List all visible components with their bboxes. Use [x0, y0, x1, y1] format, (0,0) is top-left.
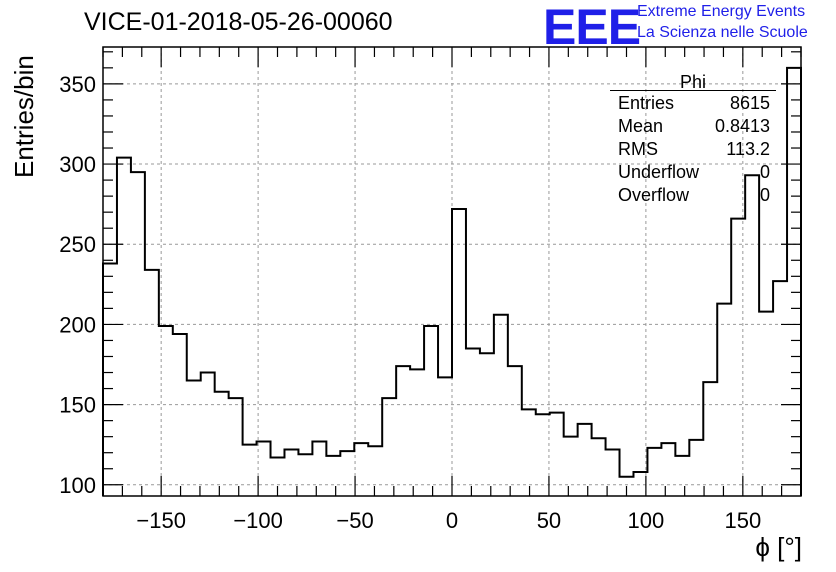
- stat-key: RMS: [618, 139, 658, 159]
- x-tick-label: −100: [233, 508, 283, 533]
- x-axis-ticks: −150 −100 −50 0 50 100 150: [102, 47, 802, 533]
- y-axis-ticks: 100 150 200 250 300 350: [59, 51, 801, 498]
- y-tick-label: 300: [59, 152, 96, 177]
- stat-key: Underflow: [618, 162, 700, 182]
- eee-logo: EEE: [543, 0, 641, 55]
- x-tick-label: −150: [136, 508, 186, 533]
- x-tick-label: −50: [336, 508, 373, 533]
- stat-key: Entries: [618, 93, 675, 113]
- y-tick-label: 100: [59, 473, 96, 498]
- stat-key: Overflow: [618, 185, 690, 205]
- y-tick-label: 250: [59, 232, 96, 257]
- y-tick-label: 350: [59, 72, 96, 97]
- x-tick-label: 0: [446, 508, 458, 533]
- brand-line-2: La Scienza nelle Scuole: [637, 24, 808, 41]
- stats-box-title: Phi: [679, 72, 706, 92]
- stat-key: Mean: [618, 116, 664, 136]
- stat-value: 0.8413: [714, 116, 770, 136]
- x-tick-label: 150: [724, 508, 761, 533]
- x-tick-label: 50: [537, 508, 561, 533]
- y-tick-label: 200: [59, 312, 96, 337]
- histogram-line: [102, 66, 802, 496]
- stats-box-rule: [610, 90, 776, 91]
- chart-title: VICE-01-2018-05-26-00060: [84, 8, 393, 36]
- x-axis-label: ϕ [°]: [755, 532, 802, 562]
- y-tick-label: 150: [59, 393, 96, 418]
- plot-frame: [102, 46, 802, 497]
- y-axis-label: Entries/bin: [9, 55, 39, 178]
- stat-value: 8615: [729, 93, 770, 113]
- brand-line-1: Extreme Energy Events: [637, 3, 806, 20]
- x-tick-label: 100: [628, 508, 665, 533]
- stat-value: 0: [759, 185, 770, 205]
- stat-value: 0: [759, 162, 770, 182]
- stat-value: 113.2: [726, 139, 770, 159]
